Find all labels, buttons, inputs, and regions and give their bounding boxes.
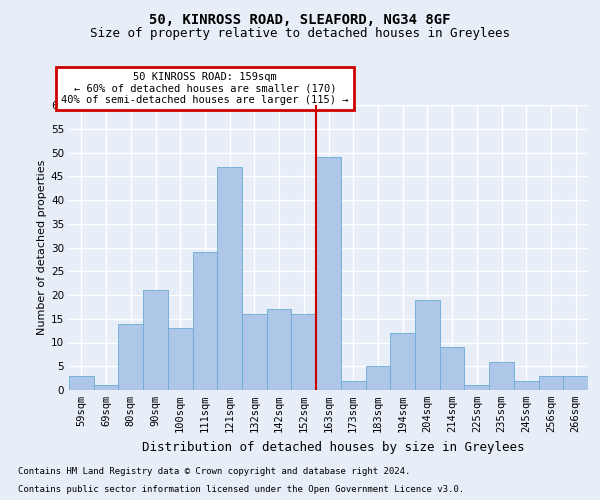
Y-axis label: Number of detached properties: Number of detached properties — [37, 160, 47, 335]
Bar — [316, 158, 341, 390]
Bar — [563, 376, 588, 390]
Bar — [168, 328, 193, 390]
Bar — [267, 309, 292, 390]
Text: Size of property relative to detached houses in Greylees: Size of property relative to detached ho… — [90, 28, 510, 40]
Bar — [193, 252, 217, 390]
Bar — [539, 376, 563, 390]
Bar — [489, 362, 514, 390]
Bar — [440, 347, 464, 390]
Bar — [341, 380, 365, 390]
Bar — [390, 333, 415, 390]
Bar — [292, 314, 316, 390]
Text: 50 KINROSS ROAD: 159sqm
← 60% of detached houses are smaller (170)
40% of semi-d: 50 KINROSS ROAD: 159sqm ← 60% of detache… — [61, 72, 349, 105]
Text: Contains HM Land Registry data © Crown copyright and database right 2024.: Contains HM Land Registry data © Crown c… — [18, 467, 410, 476]
Bar — [365, 366, 390, 390]
Bar — [69, 376, 94, 390]
Text: Contains public sector information licensed under the Open Government Licence v3: Contains public sector information licen… — [18, 485, 464, 494]
Text: Distribution of detached houses by size in Greylees: Distribution of detached houses by size … — [142, 441, 524, 454]
Bar — [94, 385, 118, 390]
Bar — [118, 324, 143, 390]
Bar — [217, 167, 242, 390]
Bar — [143, 290, 168, 390]
Bar — [242, 314, 267, 390]
Bar — [514, 380, 539, 390]
Bar — [464, 385, 489, 390]
Bar — [415, 300, 440, 390]
Text: 50, KINROSS ROAD, SLEAFORD, NG34 8GF: 50, KINROSS ROAD, SLEAFORD, NG34 8GF — [149, 12, 451, 26]
